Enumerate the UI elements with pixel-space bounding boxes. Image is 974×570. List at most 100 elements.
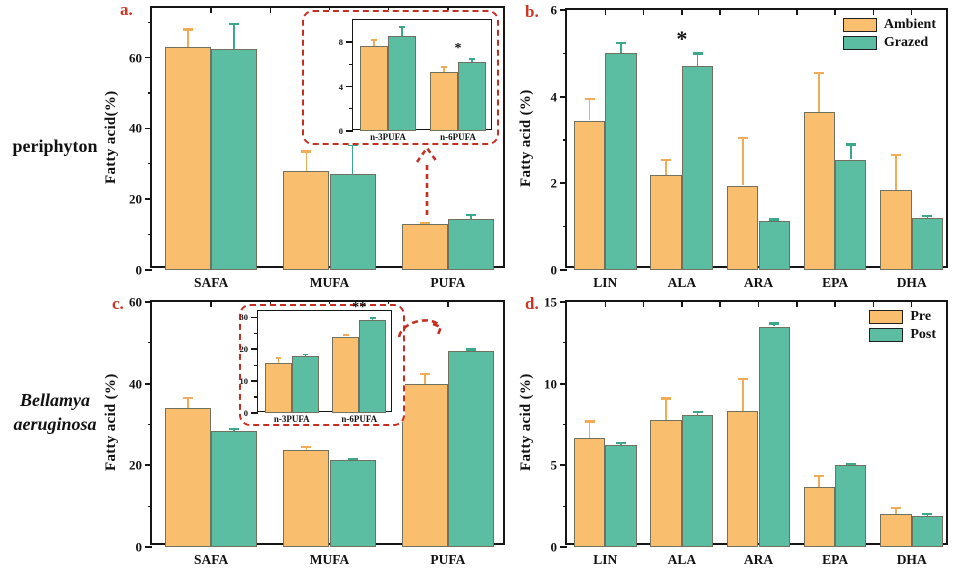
panel-letter-d: d. bbox=[525, 294, 539, 313]
plot-area-a: 0 20 40 60 SAFA MUFA PUFA 0 4 8 n-3PUFA n-6PUFA * bbox=[129, 6, 505, 289]
top-tick bbox=[796, 302, 798, 307]
bar-post-safa bbox=[211, 430, 258, 547]
y-tick-label: 15 bbox=[544, 294, 557, 310]
top-tick bbox=[834, 10, 836, 15]
error-bar-cap bbox=[922, 214, 933, 218]
legend-item-grazed: Grazed bbox=[842, 35, 936, 50]
y-tick-label: 6 bbox=[550, 2, 558, 18]
error-bar bbox=[443, 66, 445, 73]
top-tick bbox=[872, 10, 875, 15]
bar-ambient-safa bbox=[165, 46, 212, 270]
y-tick bbox=[145, 56, 152, 59]
x-category-label: EPA bbox=[822, 552, 849, 567]
x-category-label: EPA bbox=[822, 275, 849, 290]
y-tick-label: 8 bbox=[338, 36, 343, 47]
error-bar bbox=[277, 357, 279, 363]
plot-area-c: 0 20 40 60 SAFA MUFA PUFA 0 10 20 30 n-3PUFA n-6PUFA… bbox=[129, 296, 505, 566]
error-bar-cap bbox=[692, 410, 703, 413]
y-tick bbox=[251, 316, 258, 319]
inset-pointer-up-arrow-icon bbox=[415, 145, 439, 215]
y-minor-tick bbox=[563, 139, 567, 141]
error-bar bbox=[620, 42, 622, 54]
legend: Pre Post bbox=[869, 310, 936, 342]
error-bar-cap bbox=[616, 441, 626, 444]
y-tick bbox=[251, 412, 258, 414]
y-tick-label: 0 bbox=[550, 262, 558, 278]
y-tick-label: 0 bbox=[338, 125, 343, 136]
x-category-label: ALA bbox=[667, 275, 697, 290]
error-bar-cap bbox=[229, 23, 240, 26]
y-tick bbox=[560, 382, 567, 385]
bar-grazed-n-6pufa bbox=[458, 62, 486, 131]
y-minor-tick bbox=[148, 233, 152, 236]
x-category-label: n-3PUFA bbox=[370, 132, 406, 142]
bar-ambient-ara bbox=[727, 185, 759, 270]
top-tick bbox=[872, 302, 875, 307]
error-bar bbox=[588, 98, 591, 121]
top-tick bbox=[210, 8, 212, 13]
panel-a: a. Fatty acid(%) 0 20 40 60 SAFA MUFA PUFA 0 4 8 n… bbox=[103, 1, 505, 289]
bar-post-ala bbox=[681, 414, 714, 547]
bar-pre-lin bbox=[573, 437, 606, 547]
y-tick-label: 0 bbox=[135, 539, 143, 555]
bar-pre-ala bbox=[650, 419, 682, 547]
y-minor-tick bbox=[563, 505, 567, 507]
y-tick bbox=[346, 41, 353, 44]
error-bar bbox=[588, 421, 591, 438]
bar-pre-epa bbox=[803, 486, 836, 547]
y-tick bbox=[346, 130, 353, 132]
error-bar bbox=[373, 39, 375, 46]
error-bar-cap bbox=[419, 221, 430, 224]
error-bar bbox=[741, 378, 744, 412]
y-tick bbox=[145, 382, 152, 385]
x-category-label: LIN bbox=[593, 275, 618, 290]
x-category-label: PUFA bbox=[430, 275, 466, 290]
y-minor-tick bbox=[148, 163, 152, 165]
legend-swatch bbox=[842, 18, 877, 32]
error-bar bbox=[895, 507, 897, 515]
x-category-label: MUFA bbox=[309, 275, 350, 290]
error-bar-cap bbox=[343, 333, 349, 336]
error-bar-cap bbox=[301, 445, 312, 448]
error-bar-cap bbox=[890, 506, 901, 510]
error-bar-cap bbox=[302, 353, 308, 356]
y-tick bbox=[251, 348, 258, 351]
y-axis-label-c: Fatty acid (%) bbox=[103, 373, 119, 472]
error-bar-cap bbox=[419, 372, 430, 375]
error-bar-cap bbox=[465, 348, 476, 351]
legend-label: Grazed bbox=[883, 35, 929, 50]
bar-ambient-pufa bbox=[401, 223, 448, 270]
error-bar-cap bbox=[814, 71, 825, 75]
error-bar bbox=[233, 23, 236, 49]
legend-label: Ambient bbox=[883, 17, 936, 32]
y-tick bbox=[560, 182, 567, 185]
significance-marker: ** bbox=[352, 300, 367, 316]
y-minor-tick bbox=[254, 364, 258, 366]
error-bar-cap bbox=[183, 397, 194, 400]
top-tick bbox=[642, 302, 645, 307]
error-bar bbox=[741, 137, 744, 186]
bar-pre-ara bbox=[727, 411, 759, 547]
row-label-periphyton: periphyton bbox=[12, 136, 98, 156]
top-tick bbox=[834, 302, 836, 307]
top-tick bbox=[910, 302, 913, 307]
y-tick-label: 60 bbox=[129, 294, 142, 310]
bar-ambient-n-3pufa bbox=[360, 45, 388, 131]
y-minor-tick bbox=[563, 52, 567, 54]
bar-grazed-epa bbox=[835, 159, 867, 270]
x-category-label: DHA bbox=[896, 552, 927, 567]
bar-ambient-dha bbox=[880, 189, 912, 270]
y-tick bbox=[346, 85, 353, 88]
y-tick-label: 4 bbox=[550, 89, 558, 105]
x-category-label: n-6PUFA bbox=[341, 414, 378, 424]
legend-swatch bbox=[869, 310, 904, 324]
panel-b: b. Fatty acid (%) 0 2 4 6 LIN ALA ARA EPA DHA * Am… bbox=[518, 3, 948, 289]
y-minor-tick bbox=[254, 332, 258, 334]
legend: Ambient Grazed bbox=[842, 17, 936, 50]
top-tick bbox=[796, 10, 798, 15]
panel-letter-a: a. bbox=[120, 0, 133, 19]
top-tick bbox=[719, 10, 721, 15]
error-bar bbox=[423, 373, 426, 384]
y-tick-label: 2 bbox=[550, 175, 558, 191]
